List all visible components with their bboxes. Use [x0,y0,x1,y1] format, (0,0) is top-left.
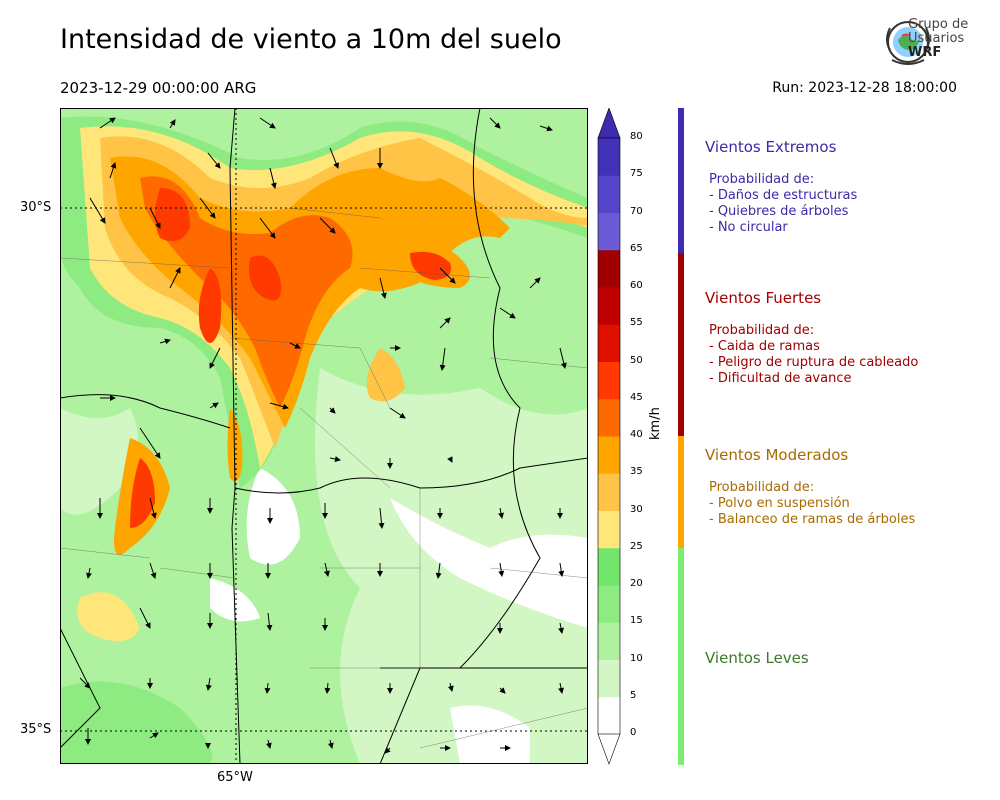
category-heading-moderate: Vientos Moderados [705,446,849,464]
colorbar-segment [598,659,620,698]
wind-contours [60,116,588,642]
logo-line-2: Usuarios [908,31,965,46]
category-heading-extreme: Vientos Extremos [705,138,837,156]
colorbar-tick-label: 15 [630,615,643,627]
colorbar-segment [598,585,620,623]
logo-line-3: WRF [908,45,942,60]
category-desc-strong: Probabilidad de: - Caida de ramas - Peli… [709,323,918,387]
desc-line: Probabilidad de: [709,480,815,495]
wind-vectors [79,117,567,754]
wind-map [60,108,588,764]
valid-time: 2023-12-29 00:00:00 ARG [60,79,257,97]
colorbar-tick-label: 45 [630,391,643,403]
run-time: Run: 2023-12-28 18:00:00 [772,80,957,96]
category-bar-moderate [678,436,684,548]
colorbar-tick-label: 25 [630,540,643,552]
colorbar-segment [598,696,620,735]
desc-line: - Caida de ramas [709,339,820,354]
colorbar-segment [598,436,620,474]
colorbar-tick-label: 40 [630,429,643,440]
desc-line: - Peligro de ruptura de cableado [709,355,919,370]
colorbar-segment [598,473,620,511]
colorbar-tick-label: 50 [630,354,643,366]
category-bar-extreme [678,108,684,253]
category-heading-light: Vientos Leves [705,649,809,667]
colorbar-segment [598,249,620,288]
colorbar-tick-label: 75 [630,168,643,180]
colorbar-segment [598,324,620,362]
colorbar-tick-label: 65 [630,242,643,254]
category-desc-extreme: Probabilidad de: - Daños de estructuras … [709,172,857,236]
colorbar-segment [598,547,620,586]
colorbar-segment [598,510,620,549]
desc-line: - Balanceo de ramas de árboles [709,512,916,527]
desc-line: - No circular [709,220,788,235]
colorbar-segment [598,361,620,400]
colorbar-tick-label: 60 [630,280,643,291]
logo-text: Grupo de Usuarios WRF [908,18,968,60]
desc-line: Probabilidad de: [709,323,815,338]
desc-line: - Daños de estructuras [709,188,858,203]
lon-label-65w: 65°W [217,770,253,785]
wrf-group-logo [886,21,930,65]
desc-line: Probabilidad de: [709,172,815,187]
colorbar-tick-label: 20 [630,578,643,589]
colorbar-segment [598,287,620,325]
desc-line: - Quiebres de árboles [709,204,849,219]
desc-line: - Dificultad de avance [709,371,852,386]
colorbar-tick-label: 55 [630,317,643,329]
colorbar-segment [598,175,620,213]
colorbar-unit: km/h [648,407,663,440]
colorbar-tick-label: 0 [630,727,637,738]
desc-line: - Polvo en suspensión [709,496,850,511]
department-borders [60,207,588,749]
category-desc-moderate: Probabilidad de: - Polvo en suspensión -… [709,480,915,528]
lat-label-35s: 35°S [20,722,52,737]
colorbar-tick-label: 5 [630,689,637,701]
colorbar-segment [598,398,620,437]
wind-speed-colorbar [597,108,621,765]
category-bar-strong [678,253,684,436]
lat-label-30s: 30°S [20,200,52,215]
colorbar-tick-label: 35 [630,466,643,478]
category-heading-strong: Vientos Fuertes [705,289,822,307]
logo-line-1: Grupo de [908,17,969,32]
graticule [60,108,588,764]
colorbar-tick-label: 80 [630,131,643,142]
colorbar-extend-min [597,733,621,765]
colorbar-segment [598,622,620,660]
category-bar-light [678,548,684,765]
colorbar-segment [598,138,620,176]
colorbar-extend-max [597,108,621,139]
light-wind-areas [60,368,588,764]
page-title: Intensidad de viento a 10m del suelo [60,24,562,55]
colorbar-tick-label: 10 [630,652,643,664]
colorbar-segment [598,212,620,251]
colorbar-tick-label: 70 [630,205,643,217]
colorbar-border [597,137,621,735]
colorbar-tick-label: 30 [630,503,643,515]
